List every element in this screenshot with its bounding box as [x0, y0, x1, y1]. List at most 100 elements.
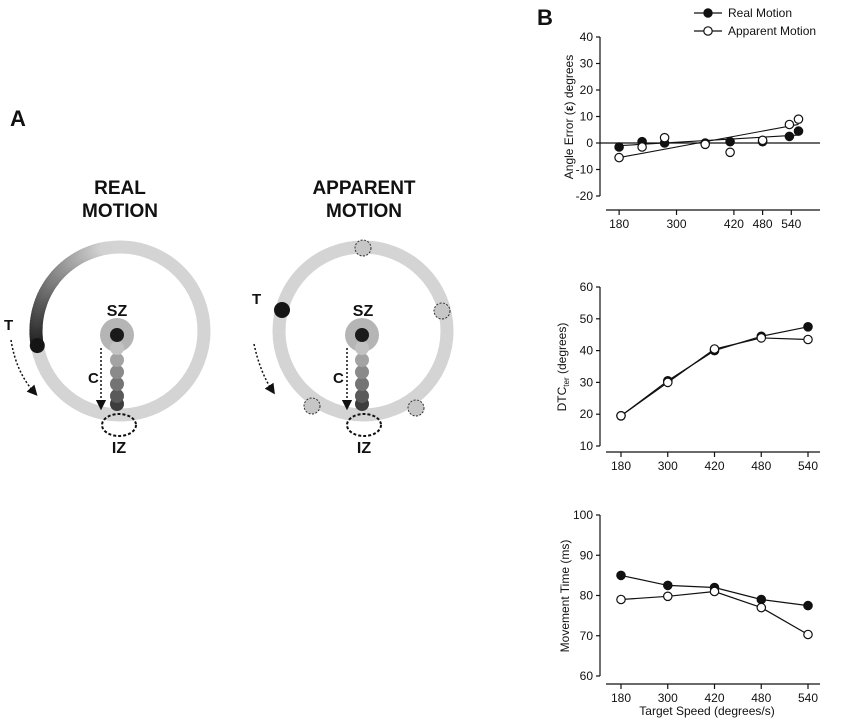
legend: Real Motion Apparent Motion [694, 6, 816, 38]
data-point-apparent-motion [659, 132, 670, 143]
x-axis-label: Target Speed (degrees/s) [639, 704, 774, 718]
data-point-apparent-motion [616, 410, 626, 421]
target-label: T [252, 291, 261, 308]
y-tick-label: 60 [580, 280, 594, 294]
target-flash-position [407, 399, 425, 417]
x-tick-label: 420 [724, 217, 744, 231]
data-point-real-motion [803, 321, 813, 332]
data-point-apparent-motion [616, 594, 626, 605]
x-tick-label: 420 [704, 691, 724, 705]
legend-marker-real [703, 8, 713, 18]
y-tick-label: 80 [580, 589, 594, 603]
y-tick-label: 100 [573, 508, 593, 522]
panel-b: B Real Motion Apparent Motion Angle Erro… [537, 5, 820, 718]
x-tick-label: 540 [781, 217, 801, 231]
panel-b-label: B [537, 5, 553, 30]
x-tick-label: 300 [658, 459, 678, 473]
interception-zone-label: IZ [112, 440, 126, 457]
data-point-apparent-motion [756, 333, 767, 343]
data-point-apparent-motion [803, 629, 813, 640]
x-tick-label: 480 [753, 217, 773, 231]
legend-label-apparent: Apparent Motion [728, 24, 816, 38]
target-flash-position [354, 239, 372, 257]
x-tick-label: 300 [667, 217, 687, 231]
y-tick-label: 70 [580, 629, 594, 643]
data-point-apparent-motion [725, 147, 735, 158]
data-point-apparent-motion [793, 114, 804, 124]
series-line-apparent-motion [620, 590, 809, 636]
x-tick-label: 480 [751, 459, 771, 473]
data-point-apparent-motion [709, 586, 720, 597]
y-tick-label: 40 [580, 344, 594, 358]
target-direction-arrow [253, 343, 275, 395]
target-flash-position [433, 302, 451, 320]
data-point-real-motion [616, 570, 626, 581]
cursor-path-dot [110, 389, 124, 403]
x-tick-label: 480 [751, 691, 771, 705]
target-trail-segment [98, 241, 112, 255]
legend-label-real: Real Motion [728, 6, 792, 20]
target-direction-arrow [10, 339, 38, 396]
y-tick-label: 20 [580, 407, 594, 421]
y-tick-label: 50 [580, 312, 594, 326]
real-motion-title-line1: REAL [94, 178, 146, 199]
chart-angle-error: Angle Error (ε) degrees -20 -10 0 10 20 30 40 1… [562, 30, 820, 231]
y-tick-label: 40 [580, 30, 594, 44]
data-point-real-motion [756, 594, 767, 605]
cursor-path-dot [355, 341, 369, 355]
cursor-trajectory [355, 328, 369, 411]
cursor-path-dot [110, 353, 124, 367]
data-point-apparent-motion [784, 119, 795, 130]
target-flash-position [303, 397, 321, 415]
real-motion-diagram: REAL MOTION T SZ C IZ [4, 178, 211, 457]
data-point-real-motion [803, 600, 813, 611]
x-tick-label: 180 [611, 691, 631, 705]
y-tick-label: 30 [580, 57, 594, 71]
y-tick-label: 20 [580, 83, 594, 97]
panel-a-label: A [10, 106, 26, 131]
target-label: T [4, 317, 13, 334]
real-motion-title-line2: MOTION [82, 201, 158, 222]
y-tick-label: 10 [580, 110, 594, 124]
x-tick-label: 180 [609, 217, 629, 231]
y-axis-label: Angle Error (ε) degrees [562, 55, 576, 179]
apparent-motion-title-line2: MOTION [326, 201, 402, 222]
cursor-trajectory [110, 328, 124, 411]
cursor-start-dot [355, 328, 369, 342]
chart-dtc: DTCter (degrees) 10 20 30 40 50 60 180 300 420 48… [555, 280, 820, 473]
y-tick-label: -10 [576, 163, 594, 177]
x-tick-label: 540 [798, 691, 818, 705]
data-point-real-motion [614, 142, 624, 152]
x-tick-label: 180 [611, 459, 631, 473]
data-point-apparent-motion [700, 139, 710, 150]
cursor-start-dot [110, 328, 124, 342]
cursor-path-dot [355, 353, 369, 367]
cursor-path-dot [110, 341, 124, 355]
data-point-apparent-motion [803, 334, 813, 345]
chart-movement-time: Movement Time (ms) Target Speed (degrees… [558, 508, 820, 718]
apparent-motion-diagram: APPARENT MOTION T SZ C IZ [252, 178, 454, 457]
panel-a: A REAL MOTION T SZ C IZ APPARENT MOTION [4, 106, 454, 457]
interception-zone [101, 413, 137, 437]
x-tick-label: 420 [704, 459, 724, 473]
y-tick-label: 90 [580, 548, 594, 562]
y-tick-label: -20 [576, 189, 594, 203]
interception-zone [346, 413, 382, 437]
y-tick-label: 30 [580, 375, 594, 389]
target-current-position [29, 338, 45, 354]
interception-zone-label: IZ [357, 440, 371, 457]
series-line-real-motion [620, 326, 809, 417]
target-motion-trail [29, 241, 112, 354]
data-point-apparent-motion [757, 135, 768, 146]
y-tick-label: 10 [580, 439, 594, 453]
apparent-motion-title-line1: APPARENT [312, 178, 415, 199]
start-zone-label: SZ [107, 303, 128, 320]
y-tick-label: 0 [586, 136, 593, 150]
data-point-real-motion [784, 131, 795, 142]
data-point-apparent-motion [614, 152, 624, 163]
x-tick-label: 300 [658, 691, 678, 705]
data-point-apparent-motion [637, 142, 647, 152]
data-point-apparent-motion [662, 377, 673, 388]
data-point-real-motion [793, 126, 804, 136]
